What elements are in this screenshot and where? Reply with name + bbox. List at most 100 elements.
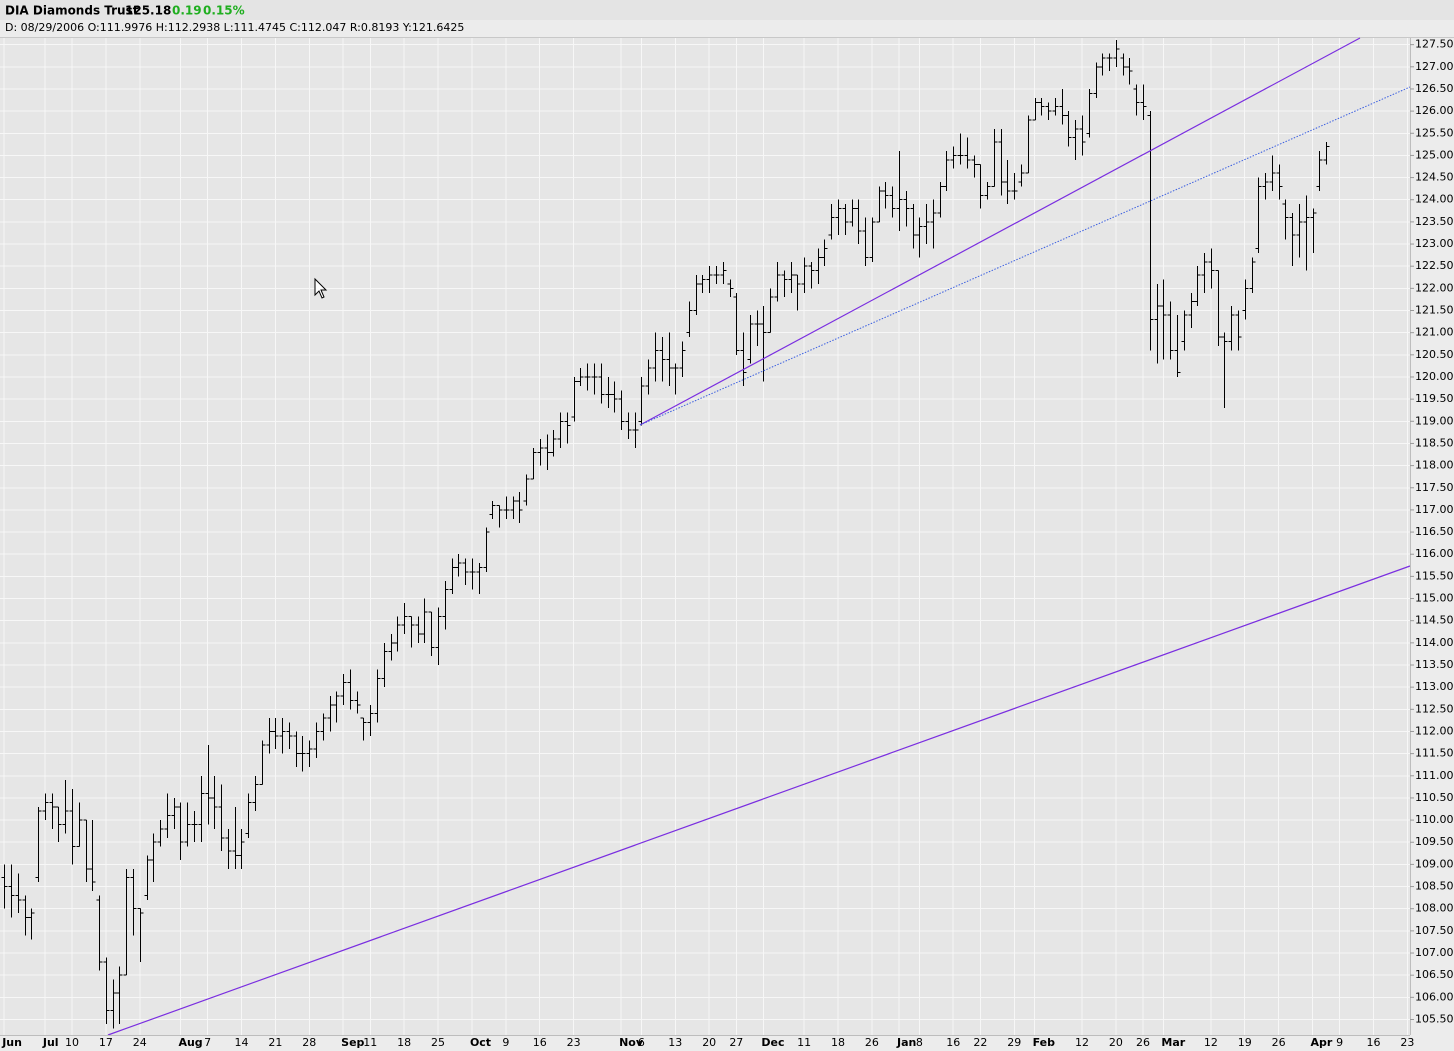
- trendline: [639, 37, 1361, 426]
- bars: [1, 40, 1330, 1029]
- y-tick-label: 119.50: [1415, 392, 1454, 405]
- x-tick-label: 11: [363, 1036, 377, 1049]
- x-tick-label: Sep: [341, 1036, 364, 1049]
- y-tick-label: 112.00: [1415, 724, 1454, 737]
- y-tick-label: 124.50: [1415, 171, 1454, 184]
- x-tick-label: 27: [729, 1036, 743, 1049]
- y-tick-label: 113.50: [1415, 658, 1454, 671]
- y-tick-label: 125.50: [1415, 126, 1454, 139]
- y-tick-label: 111.50: [1415, 747, 1454, 760]
- last-price: 125.18: [125, 4, 171, 18]
- mouse-cursor: [314, 277, 328, 299]
- y-tick-label: 107.50: [1415, 924, 1454, 937]
- bar-info: D: 08/29/2006 O:111.9976 H:112.2938 L:11…: [5, 21, 464, 34]
- trendline: [639, 86, 1411, 426]
- x-tick-label: 18: [397, 1036, 411, 1049]
- x-tick-label: 9: [1336, 1036, 1343, 1049]
- x-tick-label: 25: [431, 1036, 445, 1049]
- x-tick-label: 11: [797, 1036, 811, 1049]
- x-tick-label: 9: [502, 1036, 509, 1049]
- y-tick-label: 113.00: [1415, 680, 1454, 693]
- price-change: 0.19: [172, 4, 202, 18]
- y-tick-label: 106.50: [1415, 968, 1454, 981]
- x-tick-label: Dec: [761, 1036, 784, 1049]
- x-tick-label: 28: [302, 1036, 316, 1049]
- y-tick-label: 114.00: [1415, 636, 1454, 649]
- y-tick-label: 127.00: [1415, 60, 1454, 73]
- x-tick-label: 22: [973, 1036, 987, 1049]
- x-tick-label: Apr: [1311, 1036, 1333, 1049]
- x-tick-label: 14: [234, 1036, 248, 1049]
- x-tick-label: 20: [702, 1036, 716, 1049]
- x-tick-label: Jun: [1, 1036, 22, 1049]
- x-tick-label: 21: [268, 1036, 282, 1049]
- x-tick-label: Oct: [470, 1036, 491, 1049]
- x-tick-label: 8: [916, 1036, 923, 1049]
- y-tick-label: 107.00: [1415, 946, 1454, 959]
- y-tick-label: 116.00: [1415, 547, 1454, 560]
- plot-area: [0, 38, 1410, 1035]
- y-tick-label: 116.50: [1415, 525, 1454, 538]
- x-tick-label: Feb: [1033, 1036, 1056, 1049]
- y-tick-label: 122.50: [1415, 259, 1454, 272]
- y-tick-label: 112.50: [1415, 702, 1454, 715]
- y-tick-label: 115.50: [1415, 569, 1454, 582]
- y-tick-label: 123.50: [1415, 215, 1454, 228]
- x-tick-label: 20: [1109, 1036, 1123, 1049]
- y-tick-label: 124.00: [1415, 193, 1454, 206]
- y-tick-label: 108.50: [1415, 880, 1454, 893]
- x-tick-label: 19: [1238, 1036, 1252, 1049]
- y-tick-label: 126.50: [1415, 82, 1454, 95]
- trendline: [107, 565, 1411, 1036]
- y-tick-label: 118.50: [1415, 436, 1454, 449]
- x-tick-label: 16: [946, 1036, 960, 1049]
- x-tick-label: 10: [65, 1036, 79, 1049]
- y-tick-label: 122.00: [1415, 281, 1454, 294]
- x-tick-label: 7: [204, 1036, 211, 1049]
- y-tick-label: 127.50: [1415, 38, 1454, 51]
- x-tick-label: 6: [638, 1036, 645, 1049]
- y-tick-label: 115.00: [1415, 592, 1454, 605]
- header-bar: [0, 0, 1454, 20]
- y-tick-label: 117.50: [1415, 481, 1454, 494]
- x-tick-label: 23: [1400, 1036, 1414, 1049]
- x-tick-label: 16: [533, 1036, 547, 1049]
- x-tick-label: 26: [865, 1036, 879, 1049]
- y-tick-label: 120.50: [1415, 348, 1454, 361]
- x-tick-label: 16: [1367, 1036, 1381, 1049]
- y-tick-label: 110.50: [1415, 791, 1454, 804]
- y-tick-label: 111.00: [1415, 769, 1454, 782]
- x-tick-label: 18: [831, 1036, 845, 1049]
- x-tick-label: 12: [1075, 1036, 1089, 1049]
- y-tick-label: 120.00: [1415, 370, 1454, 383]
- x-tick-label: 12: [1204, 1036, 1218, 1049]
- x-tick-label: Mar: [1161, 1036, 1185, 1049]
- y-tick-label: 125.00: [1415, 148, 1454, 161]
- y-tick-label: 117.00: [1415, 503, 1454, 516]
- y-tick-label: 114.50: [1415, 614, 1454, 627]
- y-tick-label: 106.00: [1415, 990, 1454, 1003]
- x-tick-label: 24: [133, 1036, 147, 1049]
- y-tick-label: 110.00: [1415, 813, 1454, 826]
- y-tick-label: 126.00: [1415, 104, 1454, 117]
- x-tick-label: Nov: [619, 1036, 644, 1049]
- y-tick-label: 123.00: [1415, 237, 1454, 250]
- x-tick-label: 23: [567, 1036, 581, 1049]
- y-tick-label: 121.00: [1415, 326, 1454, 339]
- x-tick-label: Jul: [42, 1036, 59, 1049]
- x-tick-label: 26: [1136, 1036, 1150, 1049]
- x-tick-label: 26: [1272, 1036, 1286, 1049]
- y-tick-label: 109.00: [1415, 857, 1454, 870]
- price-change-pct: 0.15%: [203, 4, 245, 18]
- symbol-title: DIA Diamonds Trust: [5, 4, 139, 18]
- x-tick-label: Aug: [178, 1036, 202, 1049]
- y-tick-label: 119.00: [1415, 414, 1454, 427]
- y-tick-label: 108.00: [1415, 902, 1454, 915]
- x-tick-label: 17: [99, 1036, 113, 1049]
- x-tick-label: 29: [1007, 1036, 1021, 1049]
- x-tick-label: 13: [668, 1036, 682, 1049]
- y-tick-label: 109.50: [1415, 835, 1454, 848]
- trendlines: [107, 37, 1411, 1036]
- y-tick-label: 118.00: [1415, 459, 1454, 472]
